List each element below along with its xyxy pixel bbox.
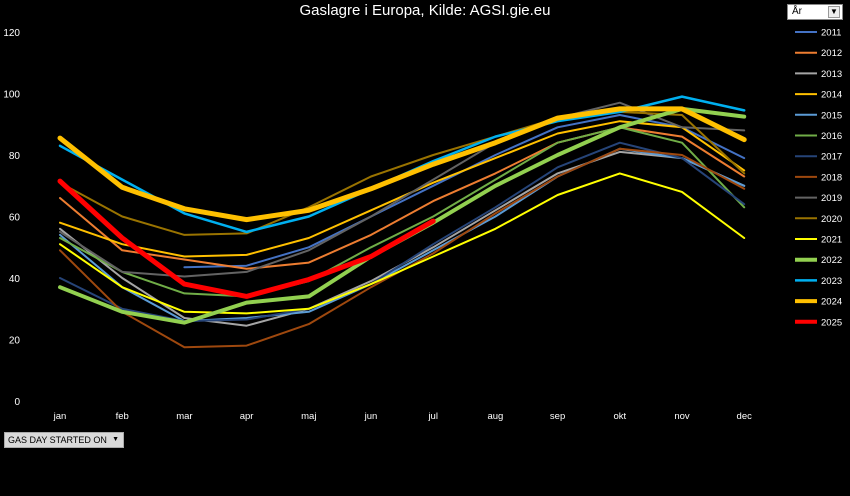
series-lines (57, 95, 747, 349)
legend-label: 2023 (821, 276, 842, 287)
y-tick-label: 40 (9, 274, 21, 285)
legend-item-2011[interactable]: 2011 (795, 28, 841, 39)
chevron-down-icon[interactable]: ▼ (828, 6, 840, 18)
legend-filter-button[interactable]: År ▼ (787, 4, 843, 20)
legend-label: 2022 (821, 255, 842, 266)
field-filter-button[interactable]: GAS DAY STARTED ON ▼ (4, 432, 124, 448)
series-line-2020 (59, 110, 746, 236)
legend-item-2012[interactable]: 2012 (795, 48, 842, 59)
legend-item-2024[interactable]: 2024 (795, 297, 842, 308)
x-tick-label: sep (550, 411, 565, 422)
legend-item-2019[interactable]: 2019 (795, 193, 842, 204)
y-tick-label: 100 (3, 90, 20, 101)
series-line-2019 (59, 101, 746, 278)
series-line-2016 (59, 126, 746, 298)
series-line-2021 (59, 172, 746, 315)
legend-item-2021[interactable]: 2021 (795, 235, 842, 246)
y-tick-label: 60 (9, 213, 21, 224)
series-line-2024 (57, 106, 747, 223)
legend-item-2018[interactable]: 2018 (795, 172, 842, 183)
legend-item-2020[interactable]: 2020 (795, 214, 842, 225)
legend-label: 2014 (821, 90, 842, 101)
legend-label: 2015 (821, 110, 842, 121)
legend-label: 2021 (821, 235, 842, 246)
legend: 2011 2012 2013 2014 2015 2016 2017 2018 2019 2020… (795, 28, 842, 328)
chevron-down-icon: ▼ (112, 436, 119, 443)
legend-label: 2018 (821, 172, 842, 183)
x-tick-label: nov (674, 411, 690, 422)
legend-label: 2025 (821, 317, 842, 328)
x-tick-label: feb (116, 411, 129, 422)
legend-label: 2024 (821, 297, 842, 308)
chart-title: Gaslagre i Europa, Kilde: AGSI.gie.eu (299, 2, 551, 19)
legend-label: 2012 (821, 48, 842, 59)
y-tick-label: 80 (9, 151, 21, 162)
legend-item-2013[interactable]: 2013 (795, 69, 842, 80)
x-axis-ticks: jan feb mar apr maj jun jul aug sep okt nov dec (53, 411, 752, 422)
legend-label: 2019 (821, 193, 842, 204)
legend-label: 2011 (821, 28, 841, 39)
x-tick-label: apr (240, 411, 254, 422)
x-tick-label: mar (176, 411, 192, 422)
x-tick-label: jan (53, 411, 67, 422)
x-tick-label: jul (427, 411, 438, 422)
legend-label: 2016 (821, 131, 842, 142)
y-axis-ticks: 0 20 40 60 80 100 120 (3, 28, 20, 408)
y-tick-label: 120 (3, 28, 20, 39)
legend-item-2015[interactable]: 2015 (795, 110, 842, 121)
x-tick-label: okt (613, 411, 626, 422)
series-line-2022 (58, 106, 747, 325)
legend-label: 2020 (821, 214, 842, 225)
legend-label: 2013 (821, 69, 842, 80)
series-line-2025 (57, 178, 436, 299)
x-tick-label: dec (737, 411, 753, 422)
y-tick-label: 0 (14, 397, 20, 408)
field-filter-label: GAS DAY STARTED ON (8, 435, 107, 445)
y-tick-label: 20 (9, 336, 21, 347)
legend-item-2016[interactable]: 2016 (795, 131, 842, 142)
legend-item-2017[interactable]: 2017 (795, 152, 842, 163)
x-tick-label: aug (487, 411, 503, 422)
x-tick-label: jun (364, 411, 378, 422)
legend-filter-label: År (792, 6, 802, 17)
legend-item-2014[interactable]: 2014 (795, 90, 842, 101)
legend-item-2022[interactable]: 2022 (795, 255, 842, 266)
legend-label: 2017 (821, 152, 842, 163)
legend-item-2023[interactable]: 2023 (795, 276, 842, 287)
x-tick-label: maj (301, 411, 316, 422)
series-line-2023 (58, 95, 746, 234)
legend-item-2025[interactable]: 2025 (795, 317, 842, 328)
